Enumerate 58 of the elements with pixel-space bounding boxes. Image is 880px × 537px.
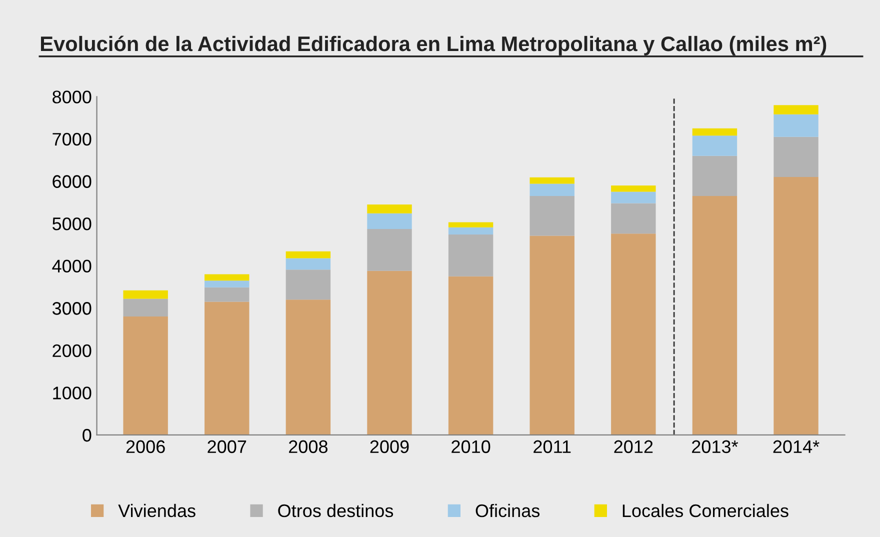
x-tick-label: 2006 bbox=[126, 440, 165, 454]
bar bbox=[204, 280, 250, 288]
bar bbox=[774, 136, 818, 178]
bar bbox=[286, 300, 331, 435]
bar bbox=[367, 204, 412, 214]
x-tick-label: 2012 bbox=[614, 440, 653, 454]
chart-title: Evolución de la Actividad Edificadora en Lima Metropolitana y Callao (miles m²) bbox=[40, 36, 826, 56]
bar bbox=[774, 114, 818, 137]
bar bbox=[692, 196, 738, 435]
bar bbox=[123, 290, 168, 299]
bar bbox=[774, 177, 818, 435]
x-tick-label: 2013* bbox=[692, 440, 738, 454]
bar bbox=[204, 302, 250, 435]
bar bbox=[448, 227, 494, 235]
bar bbox=[286, 251, 331, 258]
bar bbox=[692, 156, 738, 196]
bar bbox=[530, 184, 574, 196]
y-tick-label: 6000 bbox=[52, 175, 92, 188]
x-tick-label: 2010 bbox=[452, 440, 490, 454]
bar bbox=[204, 287, 250, 302]
bar bbox=[448, 234, 494, 276]
bar bbox=[448, 276, 494, 435]
y-tick-label: 5000 bbox=[52, 217, 92, 230]
bar bbox=[367, 270, 412, 435]
y-tick-label: 0 bbox=[82, 428, 92, 442]
y-tick-label: 4000 bbox=[52, 260, 92, 273]
legend-label: Locales Comerciales bbox=[622, 504, 788, 518]
bar bbox=[530, 196, 574, 236]
y-tick-label: 8000 bbox=[52, 90, 92, 104]
bar bbox=[611, 185, 656, 192]
x-tick-label: 2007 bbox=[208, 440, 246, 454]
legend-label: Otros destinos bbox=[278, 504, 394, 518]
bar bbox=[611, 203, 656, 234]
legend-label: Viviendas bbox=[118, 504, 196, 518]
y-tick-label: 1000 bbox=[53, 386, 92, 400]
bar bbox=[123, 298, 168, 317]
y-tick-label: 2000 bbox=[52, 344, 92, 358]
y-tick-label: 3000 bbox=[52, 302, 92, 315]
bar bbox=[530, 177, 574, 184]
bar bbox=[286, 270, 331, 300]
bar bbox=[367, 213, 412, 230]
bar bbox=[611, 192, 656, 204]
bar bbox=[692, 128, 738, 136]
bar bbox=[611, 234, 656, 435]
y-tick-label: 7000 bbox=[52, 132, 92, 146]
x-tick-label: 2009 bbox=[370, 440, 409, 454]
bar bbox=[367, 229, 412, 271]
bar bbox=[692, 136, 738, 156]
bar bbox=[774, 105, 818, 114]
bar bbox=[123, 316, 168, 435]
x-tick-label: 2008 bbox=[289, 440, 328, 454]
bar bbox=[286, 258, 331, 270]
bar bbox=[448, 222, 494, 228]
legend-label: Oficinas bbox=[476, 504, 540, 518]
x-tick-label: 2014* bbox=[773, 440, 820, 454]
x-tick-label: 2011 bbox=[534, 440, 571, 454]
bar bbox=[204, 274, 250, 281]
bar bbox=[530, 236, 574, 435]
